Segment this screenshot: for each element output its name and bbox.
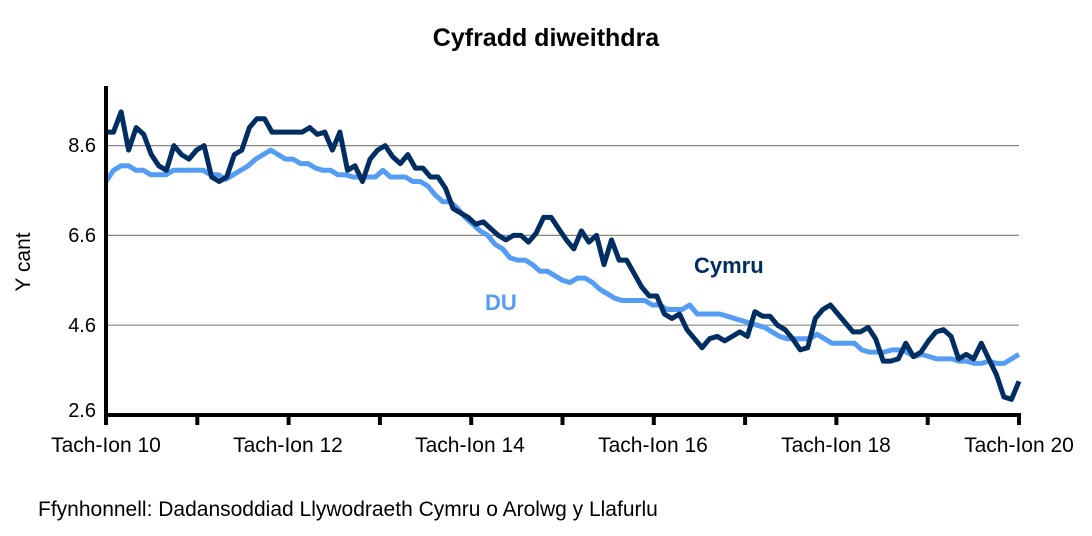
- y-tick-label: 6.6: [68, 225, 96, 247]
- x-tick-label: Tach-Ion 20: [964, 434, 1074, 457]
- chart-title: Cyfradd diweithdra: [432, 24, 660, 52]
- y-tick-label: 4.6: [68, 315, 96, 337]
- series-label-cymru: Cymru: [694, 253, 764, 278]
- x-tick-label: Tach-Ion 10: [51, 434, 161, 457]
- x-tick-label: Tach-Ion 16: [598, 434, 708, 457]
- y-tick-label: 8.6: [68, 135, 96, 157]
- x-tick-label: Tach-Ion 14: [415, 434, 525, 457]
- axes: [104, 86, 1021, 425]
- series-label-du: DU: [485, 290, 517, 315]
- x-tick-label: Tach-Ion 18: [781, 434, 891, 457]
- source-note: Ffynhonnell: Dadansoddiad Llywodraeth Cy…: [38, 498, 658, 521]
- y-tick-label: 2.6: [68, 400, 96, 422]
- x-tick-label: Tach-Ion 12: [233, 434, 343, 457]
- data-lines: [103, 109, 1022, 402]
- series-line-cymru: [106, 109, 1022, 402]
- series-line-du: [103, 147, 1021, 366]
